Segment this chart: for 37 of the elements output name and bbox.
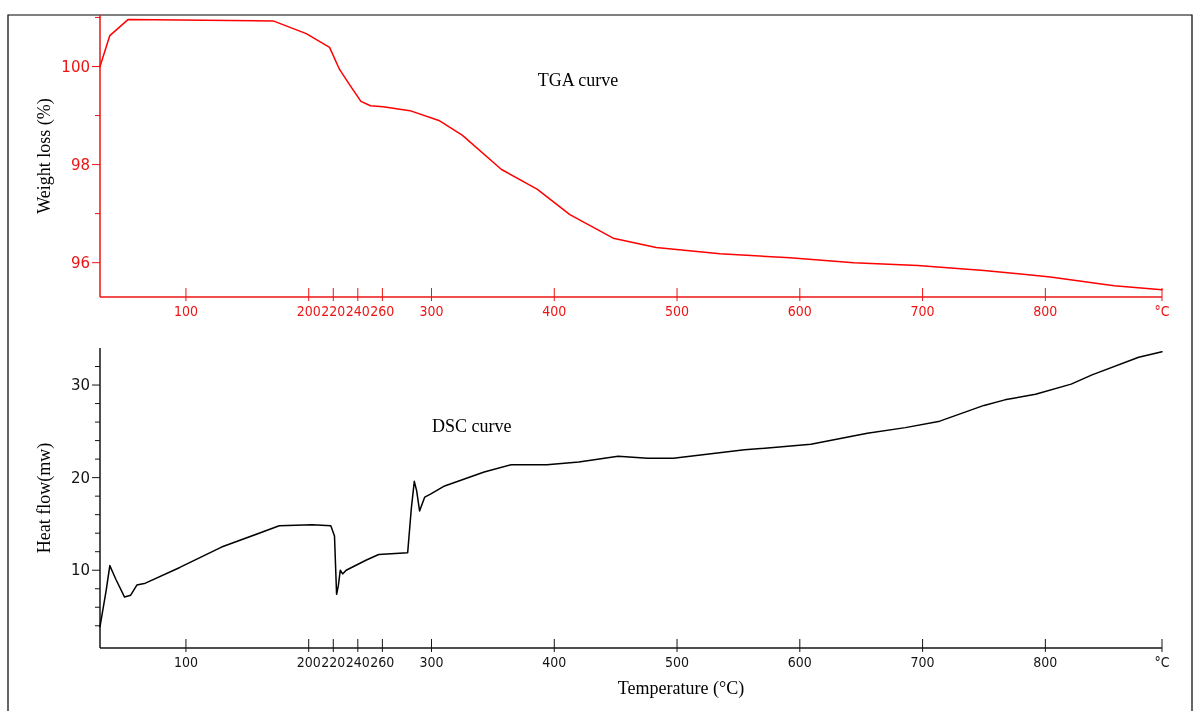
- y-tick-label: 100: [61, 57, 90, 76]
- annotation: DSC curve: [431, 416, 512, 436]
- x-tick-label: 240: [345, 303, 370, 319]
- x-tick-label: 500: [665, 654, 690, 670]
- x-tick-label: 600: [787, 303, 812, 319]
- x-tick-label: 500: [665, 303, 690, 319]
- x-tick-label: 700: [910, 303, 935, 319]
- x-tick-label: 240: [345, 654, 370, 670]
- annotation: TGA curve: [537, 69, 619, 90]
- x-tick-label: 600: [787, 654, 812, 670]
- y-tick-label: 30: [70, 376, 90, 395]
- x-axis-title: Temperature (°C): [617, 678, 745, 699]
- x-tick-label: 800: [1033, 654, 1058, 670]
- line-series: [99, 18, 1163, 291]
- x-tick-label: 400: [542, 654, 567, 670]
- x-tick-label: 200: [296, 654, 321, 670]
- x-tick-label: 300: [419, 654, 444, 670]
- x-tick-label: °C: [1154, 303, 1170, 319]
- x-tick-label: °C: [1154, 654, 1170, 670]
- y-tick-label: 98: [70, 155, 90, 174]
- x-tick-label: 220: [321, 654, 346, 670]
- y-tick-label: 10: [70, 561, 90, 580]
- x-tick-label: 700: [910, 654, 935, 670]
- y-axis-title: Weight loss (%): [34, 98, 55, 214]
- x-tick-label: 100: [173, 654, 198, 670]
- y-tick-label: 96: [70, 253, 90, 272]
- x-tick-label: 300: [419, 303, 444, 319]
- x-tick-label: 800: [1033, 303, 1058, 319]
- x-tick-label: 260: [370, 303, 395, 319]
- x-tick-label: 400: [542, 303, 567, 319]
- x-tick-label: 260: [370, 654, 395, 670]
- x-tick-label: 200: [296, 303, 321, 319]
- y-tick-label: 20: [70, 468, 90, 487]
- x-tick-label: 220: [321, 303, 346, 319]
- y-axis-title: Heat flow(mw): [34, 442, 55, 554]
- line-series: [99, 350, 1163, 628]
- x-tick-label: 100: [173, 303, 198, 319]
